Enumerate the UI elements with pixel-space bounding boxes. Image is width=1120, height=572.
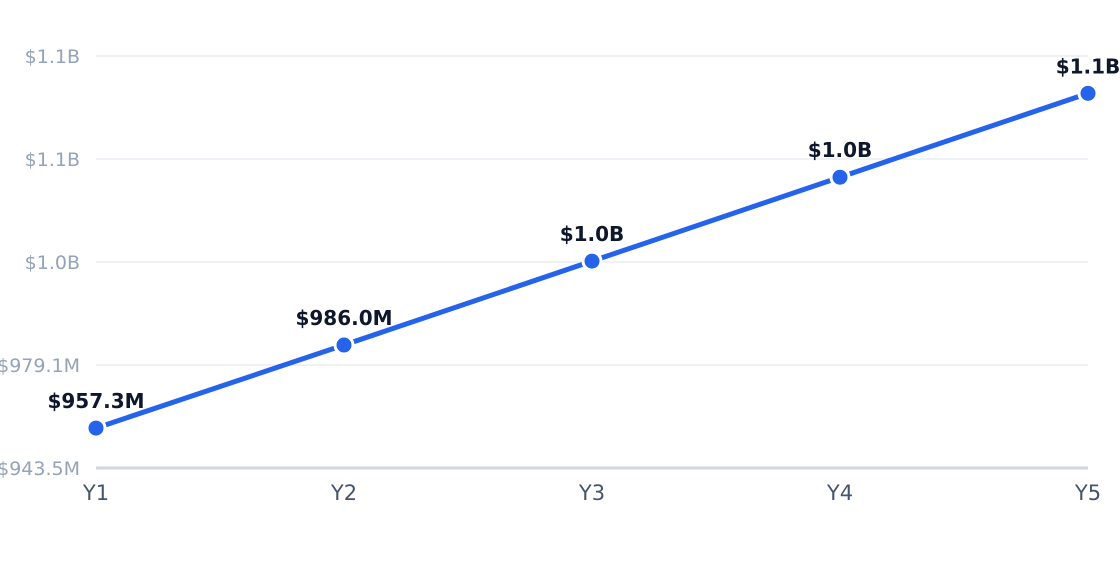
x-axis-ticks: Y1 Y2 Y3 Y4 Y5 bbox=[82, 481, 1101, 505]
point-layer bbox=[85, 82, 1099, 439]
data-point-y1 bbox=[85, 417, 107, 439]
x-tick-label-y3: Y3 bbox=[578, 481, 605, 505]
data-point-y2 bbox=[333, 334, 355, 356]
y-tick-label-1: $979.1M bbox=[0, 355, 80, 377]
data-label-y1: $957.3M bbox=[47, 389, 144, 413]
y-axis-ticks: $943.5M $979.1M $1.0B $1.1B $1.1B bbox=[0, 46, 80, 480]
data-label-y2: $986.0M bbox=[295, 306, 392, 330]
y-tick-label-2: $1.0B bbox=[25, 252, 80, 274]
grid-layer bbox=[96, 55, 1088, 366]
data-labels: $957.3M $986.0M $1.0B $1.0B $1.1B bbox=[47, 54, 1120, 413]
y-tick-label-4: $1.1B bbox=[25, 46, 80, 68]
data-label-y4: $1.0B bbox=[808, 138, 873, 162]
y-tick-label-3: $1.1B bbox=[25, 149, 80, 171]
data-label-y5: $1.1B bbox=[1056, 54, 1120, 78]
data-point-y5 bbox=[1077, 82, 1099, 104]
data-label-y3: $1.0B bbox=[560, 222, 625, 246]
x-tick-label-y4: Y4 bbox=[826, 481, 853, 505]
x-tick-label-y5: Y5 bbox=[1074, 481, 1101, 505]
x-tick-label-y1: Y1 bbox=[82, 481, 109, 505]
y-tick-label-0: $943.5M bbox=[0, 458, 80, 480]
data-point-y3 bbox=[581, 250, 603, 272]
data-point-y4 bbox=[829, 166, 851, 188]
x-tick-label-y2: Y2 bbox=[330, 481, 357, 505]
